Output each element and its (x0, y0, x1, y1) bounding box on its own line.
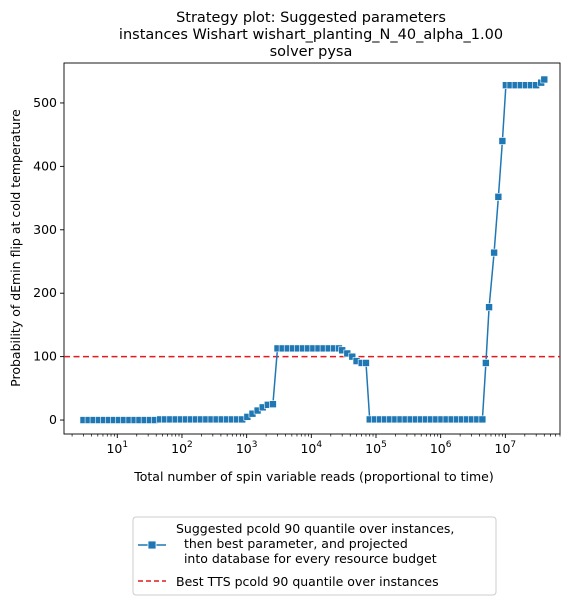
title-line-3: solver pysa (270, 44, 353, 60)
y-tick-label: 400 (33, 158, 57, 173)
data-point-marker (269, 400, 277, 408)
title-line-2: instances Wishart wishart_planting_N_40_… (119, 27, 503, 43)
data-point-marker (348, 352, 357, 361)
data-point-marker (498, 137, 507, 145)
data-point-marker (478, 415, 487, 424)
x-axis-label: Total number of spin variable reads (pro… (133, 469, 494, 484)
y-tick-label: 300 (33, 222, 57, 237)
legend: Suggested pcold 90 quantile over instanc… (132, 516, 497, 596)
plot-area (63, 62, 561, 435)
plot-frame (63, 62, 561, 435)
x-tick-label: 105 (365, 440, 387, 456)
x-tick-label: 101 (106, 440, 128, 456)
data-point-marker (490, 248, 498, 257)
suggested-series-line (83, 78, 545, 421)
data-point-marker (482, 359, 490, 367)
data-point-marker (485, 303, 493, 311)
series-group (79, 75, 549, 424)
data-point-marker (494, 193, 503, 201)
y-tick-label: 200 (33, 285, 57, 300)
x-tick-label: 103 (236, 440, 258, 456)
x-axis: 101 102 103 104 105 106 107 (71, 434, 561, 456)
y-tick-label: 0 (49, 412, 57, 427)
data-point-marker (362, 359, 370, 367)
x-tick-label: 104 (300, 440, 322, 456)
y-axis: 0 100 200 300 400 500 (33, 95, 64, 427)
x-tick-label: 102 (171, 440, 193, 456)
chart-title: Strategy plot: Suggested parameters inst… (119, 10, 503, 60)
legend-box (132, 516, 497, 596)
y-tick-label: 500 (33, 95, 57, 110)
data-point-marker (540, 75, 549, 84)
title-line-1: Strategy plot: Suggested parameters (176, 10, 446, 26)
legend-series-label: Suggested pcold 90 quantile over instanc… (176, 521, 454, 566)
x-tick-label: 107 (495, 440, 517, 456)
legend-series-marker (147, 540, 157, 550)
y-tick-label: 100 (33, 349, 57, 364)
y-axis-label: Probability of dEmin flip at cold temper… (8, 109, 23, 387)
legend-reference-label: Best TTS pcold 90 quantile over instance… (176, 574, 439, 589)
x-tick-label: 106 (430, 440, 452, 456)
